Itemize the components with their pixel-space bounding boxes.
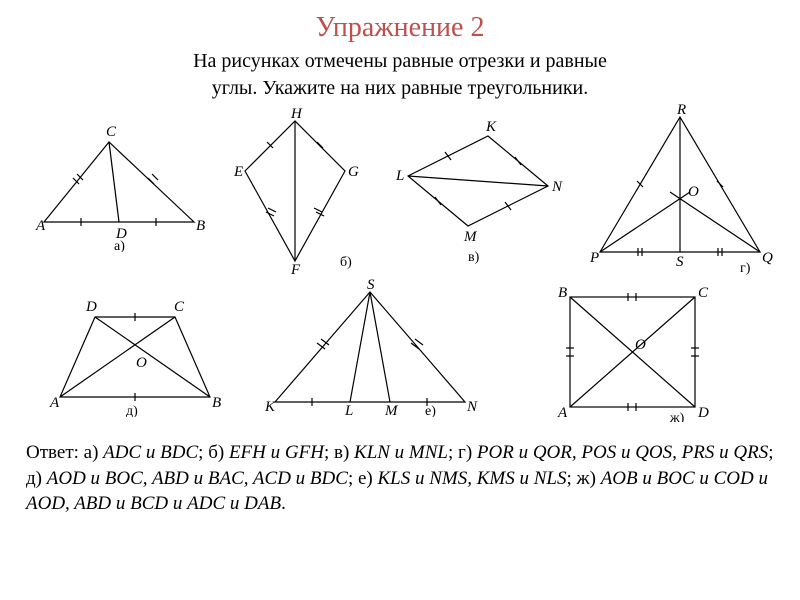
label-b: б): [340, 255, 352, 270]
diagram-b: E G H F б): [220, 106, 370, 276]
vertex-M2: M: [384, 403, 399, 417]
diagram-d: A B C D O д): [40, 277, 230, 417]
vertex-C: C: [106, 124, 117, 140]
vertex-S: S: [676, 254, 684, 270]
vertex-D3: D: [697, 405, 709, 421]
vertex-C3: C: [698, 285, 709, 301]
diagram-e: K L M N S е): [255, 277, 485, 417]
vertex-A2: A: [49, 395, 60, 411]
label-v: в): [468, 250, 480, 265]
vertex-H: H: [290, 106, 303, 122]
label-e: е): [425, 404, 436, 417]
diagram-a: A B C D а): [24, 112, 214, 252]
vertex-M: M: [463, 229, 478, 245]
vertex-D2: D: [85, 299, 97, 315]
vertex-G: G: [348, 164, 359, 180]
vertex-N2: N: [466, 399, 478, 415]
vertex-K: K: [485, 119, 497, 135]
label-a: а): [114, 239, 125, 252]
vertex-F: F: [290, 262, 301, 276]
vertex-O3: O: [635, 337, 646, 353]
answer-d: AOD и BOC, ABD и BAC, ACD и BDC: [47, 468, 348, 489]
answer-e: KLS и NMS, KMS и NLS: [377, 468, 566, 489]
vertex-A3: A: [557, 405, 568, 421]
vertex-B: B: [196, 218, 205, 234]
vertex-O2: O: [136, 355, 147, 371]
vertex-C2: C: [174, 299, 185, 315]
vertex-L: L: [395, 168, 404, 184]
label-d: д): [126, 404, 138, 417]
diagram-v: L K N M в): [378, 116, 568, 266]
diagram-zh: A B C D O ж): [540, 277, 730, 422]
vertex-A: A: [35, 218, 46, 234]
answer-block: Ответ: а) ADC и BDC; б) EFH и GFH; в) KL…: [0, 432, 800, 517]
answer-b: EFH и GFH: [229, 442, 324, 463]
answer-a: ADC и BDC: [103, 442, 198, 463]
vertex-O: O: [688, 184, 699, 200]
vertex-E: E: [233, 164, 243, 180]
vertex-R: R: [676, 102, 686, 118]
vertex-B2: B: [212, 395, 221, 411]
exercise-subtitle: На рисунках отмечены равные отрезки и ра…: [0, 44, 800, 102]
label-g: г): [740, 261, 751, 276]
vertex-K2: K: [264, 399, 276, 415]
vertex-Q: Q: [762, 250, 773, 266]
vertex-N: N: [551, 179, 563, 195]
answer-g: POR и QOR, POS и QOS, PRS и QRS: [477, 442, 768, 463]
vertex-B3: B: [558, 285, 567, 301]
subtitle-line-2: углы. Укажите на них равные треугольники…: [212, 77, 589, 99]
diagrams-area: A B C D а) E G H F б): [0, 102, 800, 432]
diagram-g: P Q R S O г): [580, 102, 780, 277]
exercise-title: Упражнение 2: [0, 0, 800, 44]
vertex-S2: S: [367, 277, 375, 293]
vertex-P: P: [589, 250, 599, 266]
subtitle-line-1: На рисунках отмечены равные отрезки и ра…: [193, 50, 607, 72]
answer-v: KLN и MNL: [354, 442, 448, 463]
answer-label: Ответ:: [26, 442, 79, 463]
label-zh: ж): [669, 411, 685, 422]
vertex-L2: L: [344, 403, 353, 417]
